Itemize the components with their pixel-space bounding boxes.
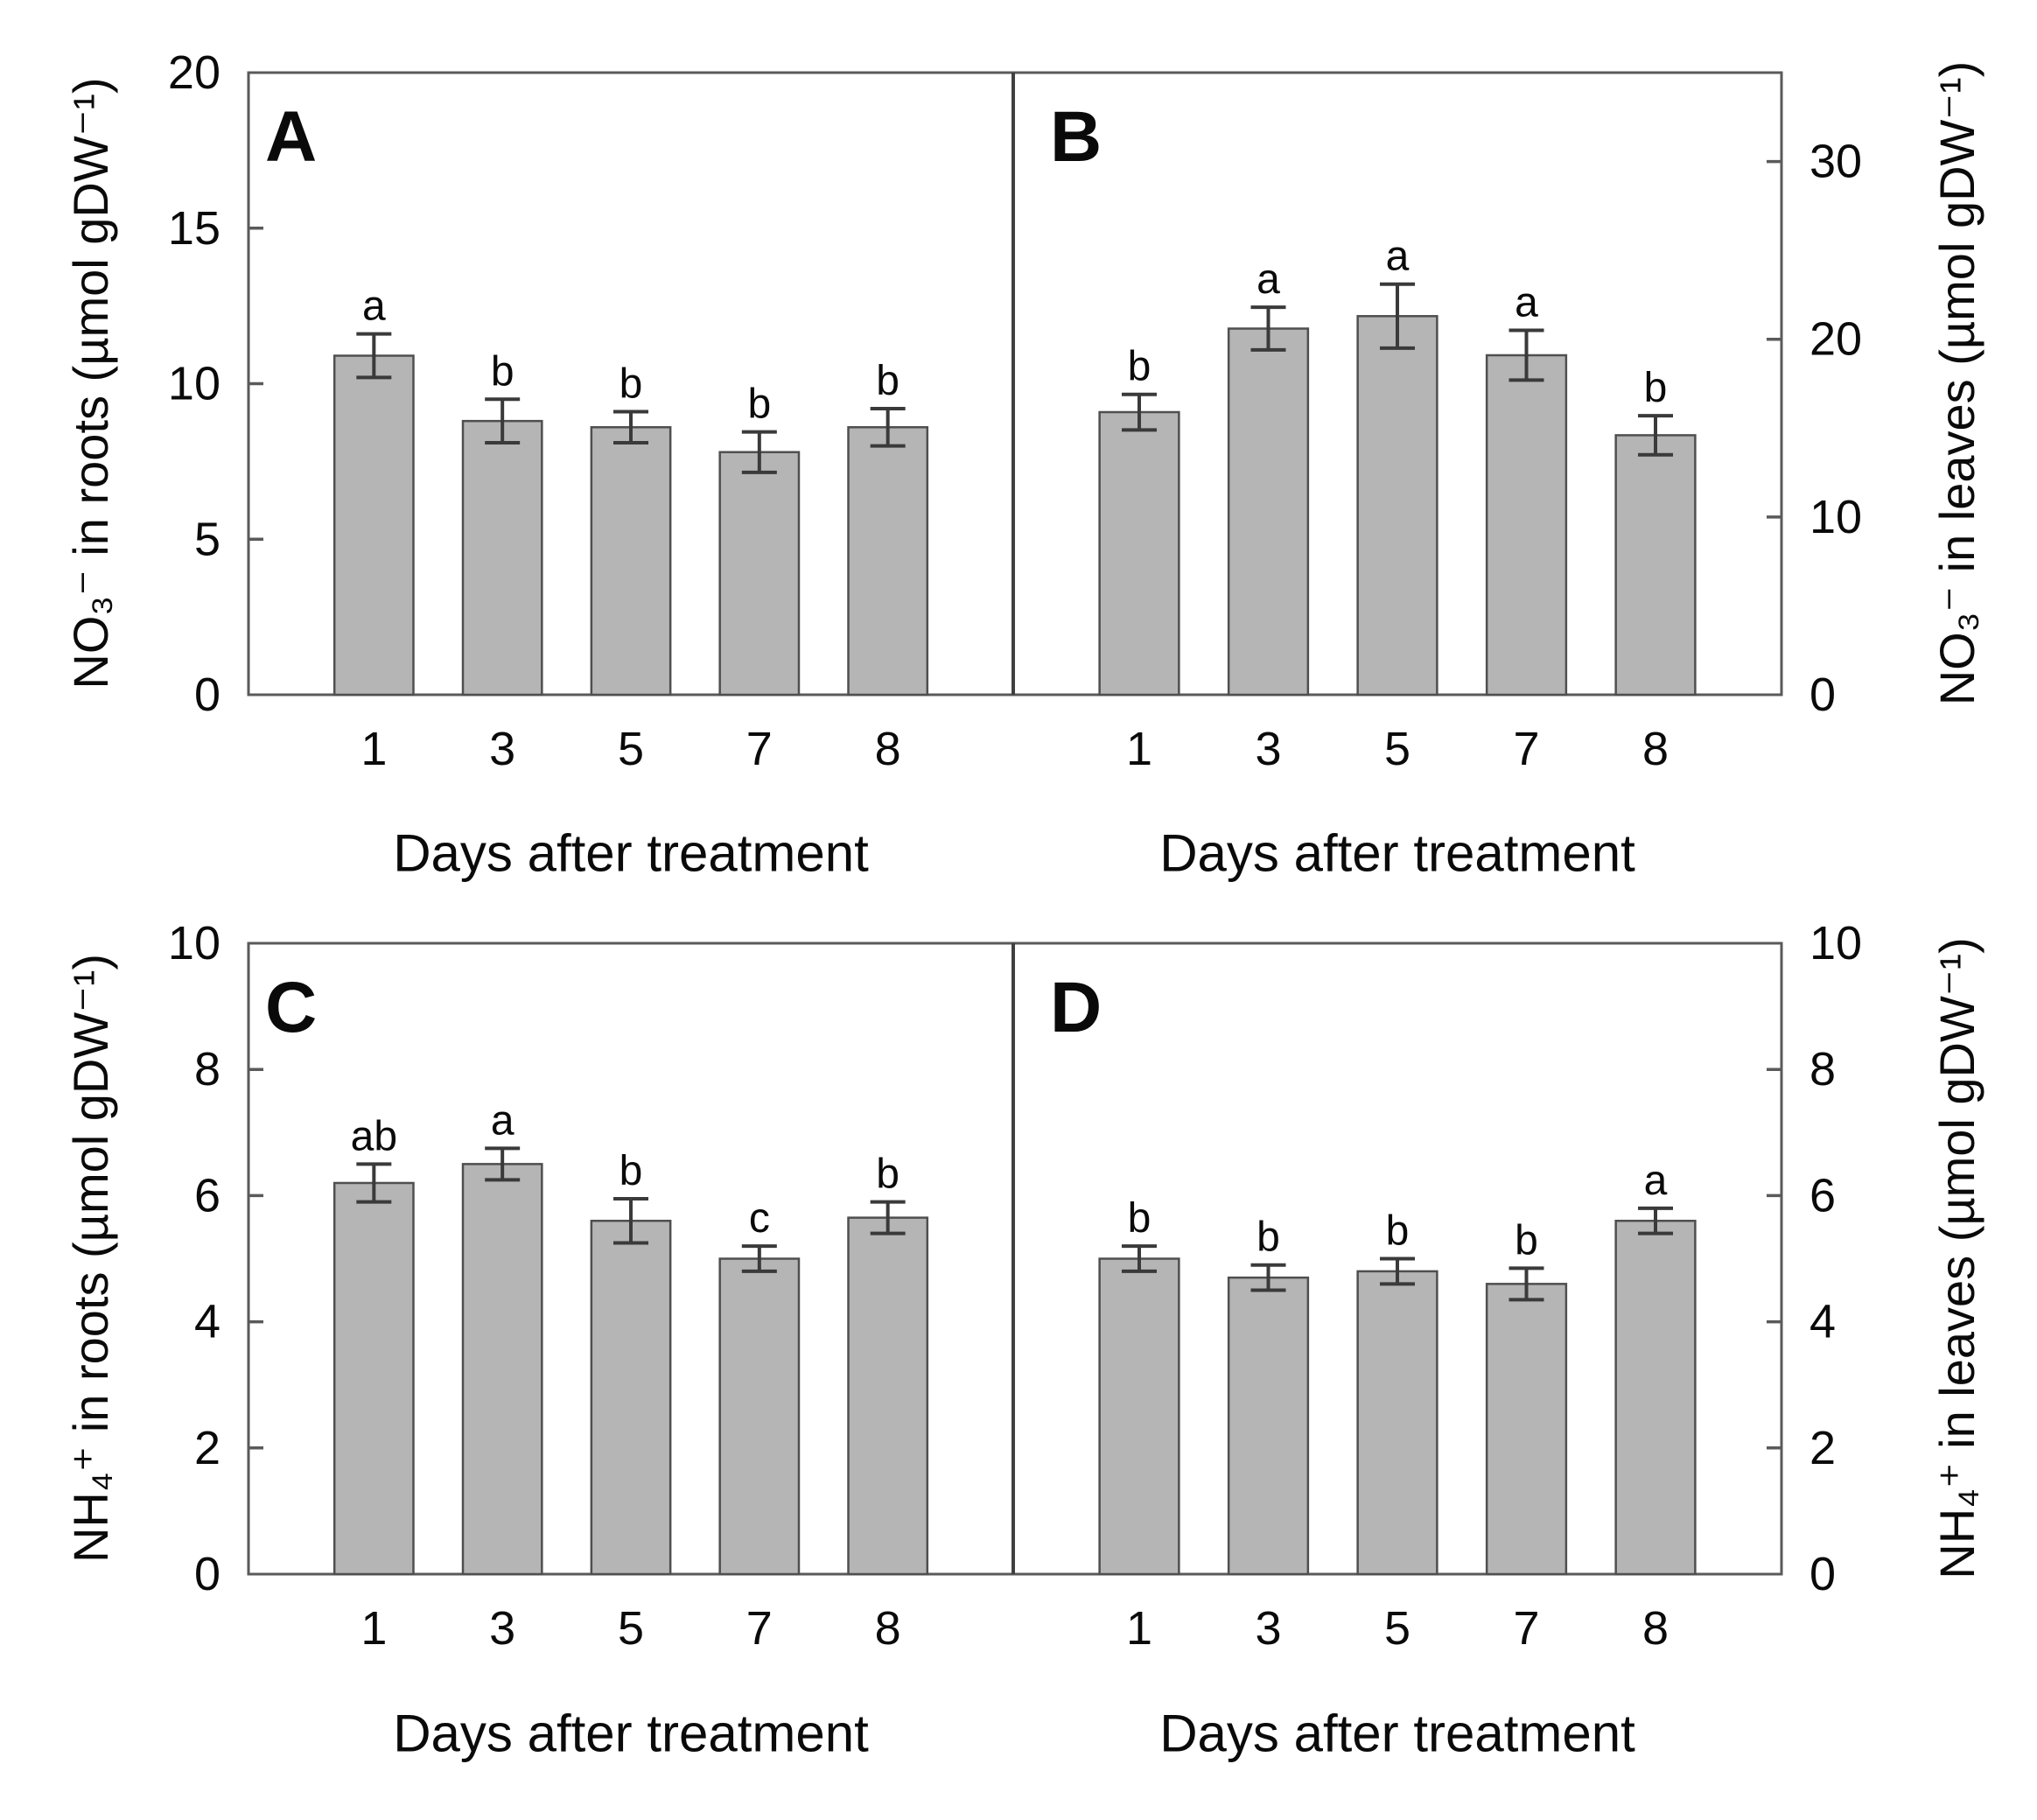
x-tick-label: 3: [1255, 1602, 1281, 1655]
panel-A-bar-day-5: [590, 426, 672, 696]
x-tick-label: 5: [1384, 1602, 1410, 1655]
panel-B-bar-day-8: [1614, 434, 1697, 696]
significance-letter: a: [1644, 1158, 1668, 1204]
panel-C-bar-day-1: [332, 1181, 415, 1576]
y-tick-label: 6: [1810, 1169, 1836, 1222]
panel-D-bar-day-8: [1614, 1219, 1697, 1576]
y-tick-label: 20: [168, 46, 220, 99]
significance-letter: a: [362, 284, 386, 330]
y-tick-label: 4: [1810, 1296, 1836, 1348]
x-tick-label: 1: [1126, 1602, 1152, 1655]
y-axis-label-panel-c: NH₄⁺ in roots (µmol gDW⁻¹): [63, 953, 118, 1564]
y-tick-label: 30: [1810, 136, 1862, 188]
x-tick-label: 7: [746, 1602, 773, 1655]
panel-D-bar-day-5: [1356, 1270, 1438, 1576]
x-axis-label-panel-d: Days after treatment: [1159, 1704, 1635, 1763]
panel-D: 0 2 4 6 8 10 b 1 b 3 b 5 b 7 a 8: [1012, 917, 1862, 1655]
x-tick-label: 8: [875, 1602, 901, 1655]
panel-C-bar-day-3: [461, 1163, 543, 1576]
y-tick-label: 2: [194, 1422, 220, 1474]
x-tick-label: 3: [489, 723, 515, 775]
x-axis-label-panel-a: Days after treatment: [393, 823, 869, 883]
panel-C-bar-day-7: [718, 1257, 801, 1576]
x-tick-label: 7: [1513, 1602, 1539, 1655]
y-tick-label: 10: [1810, 491, 1862, 543]
y-tick-label: 20: [1810, 313, 1862, 366]
panel-B-bar-day-7: [1485, 354, 1568, 696]
significance-letter: a: [1386, 234, 1410, 280]
panel-A-bar-day-1: [332, 354, 415, 696]
y-tick-label: 0: [1810, 668, 1836, 721]
panel-letter-c: C: [265, 968, 318, 1047]
x-tick-label: 8: [875, 723, 901, 775]
panel-D-bar-day-3: [1227, 1276, 1310, 1576]
significance-letter: a: [491, 1097, 514, 1144]
panel-A-bar-day-7: [718, 451, 801, 696]
panel-B: 0 10 20 30 b 1 a 3 a 5 a 7 b 8: [1012, 71, 1862, 775]
y-axis-label-panel-d: NH₄⁺ in leaves (µmol gDW⁻¹): [1929, 937, 1984, 1579]
significance-letter: b: [1386, 1208, 1410, 1255]
significance-letter: b: [491, 348, 514, 395]
panel-letter-a: A: [265, 97, 318, 177]
significance-letter: b: [1515, 1217, 1538, 1264]
panel-D-bar-day-1: [1098, 1257, 1180, 1576]
x-tick-label: 1: [360, 723, 387, 775]
y-tick-label: 0: [194, 668, 220, 721]
significance-letter: b: [876, 1152, 900, 1198]
panel-A-bar-day-8: [847, 426, 929, 696]
panel-D-bar-day-7: [1485, 1283, 1568, 1576]
x-tick-label: 5: [618, 1602, 644, 1655]
significance-letter: b: [620, 360, 643, 407]
y-tick-label: 0: [194, 1548, 220, 1600]
panel-B-bar-day-1: [1098, 410, 1180, 696]
y-tick-label: 0: [1810, 1548, 1836, 1600]
panel-C-bar-day-5: [590, 1219, 672, 1576]
panel-A: 0 5 10 15 20 a 1 b 3 b 5 b 7 b 8: [168, 46, 1015, 775]
significance-letter: b: [620, 1148, 643, 1194]
x-tick-label: 1: [1126, 723, 1152, 775]
x-tick-label: 5: [618, 723, 644, 775]
y-tick-label: 2: [1810, 1422, 1836, 1474]
y-tick-label: 4: [194, 1296, 220, 1348]
y-tick-label: 15: [168, 202, 220, 255]
panel-C: 0 2 4 6 8 10 ab 1 a 3 b 5 c 7 b 8: [168, 917, 1015, 1655]
y-tick-label: 10: [1810, 917, 1862, 970]
significance-letter: b: [876, 358, 900, 404]
panel-A-bar-day-3: [461, 419, 543, 696]
y-tick-label: 8: [1810, 1043, 1836, 1096]
x-tick-label: 7: [1513, 723, 1539, 775]
y-tick-label: 6: [194, 1169, 220, 1222]
y-tick-label: 10: [168, 358, 220, 410]
panel-letter-d: D: [1050, 968, 1102, 1047]
significance-letter: b: [1256, 1214, 1280, 1261]
x-tick-label: 8: [1642, 723, 1669, 775]
significance-letter: b: [1128, 1195, 1152, 1242]
x-axis-label-panel-c: Days after treatment: [393, 1704, 869, 1763]
significance-letter: ab: [351, 1113, 397, 1159]
y-tick-label: 5: [194, 513, 220, 565]
panel-B-bar-day-3: [1227, 327, 1310, 696]
y-axis-label-panel-b: NO₃⁻ in leaves (µmol gDW⁻¹): [1929, 60, 1984, 706]
x-tick-label: 8: [1642, 1602, 1669, 1655]
significance-letter: a: [1515, 280, 1538, 326]
panel-letter-b: B: [1050, 97, 1102, 177]
significance-letter: c: [749, 1195, 770, 1242]
panel-B-bar-day-5: [1356, 315, 1438, 696]
x-tick-label: 1: [360, 1602, 387, 1655]
significance-letter: a: [1256, 256, 1280, 303]
panel-C-bar-day-8: [847, 1216, 929, 1576]
x-tick-label: 3: [1255, 723, 1281, 775]
x-tick-label: 3: [489, 1602, 515, 1655]
y-tick-label: 10: [168, 917, 220, 970]
significance-letter: b: [1644, 365, 1668, 411]
significance-letter: b: [1128, 344, 1152, 390]
significance-letter: b: [747, 382, 771, 428]
x-tick-label: 5: [1384, 723, 1410, 775]
x-tick-label: 7: [746, 723, 773, 775]
y-tick-label: 8: [194, 1043, 220, 1096]
y-axis-label-panel-a: NO₃⁻ in roots (µmol gDW⁻¹): [63, 77, 118, 690]
x-axis-label-panel-b: Days after treatment: [1159, 823, 1635, 883]
